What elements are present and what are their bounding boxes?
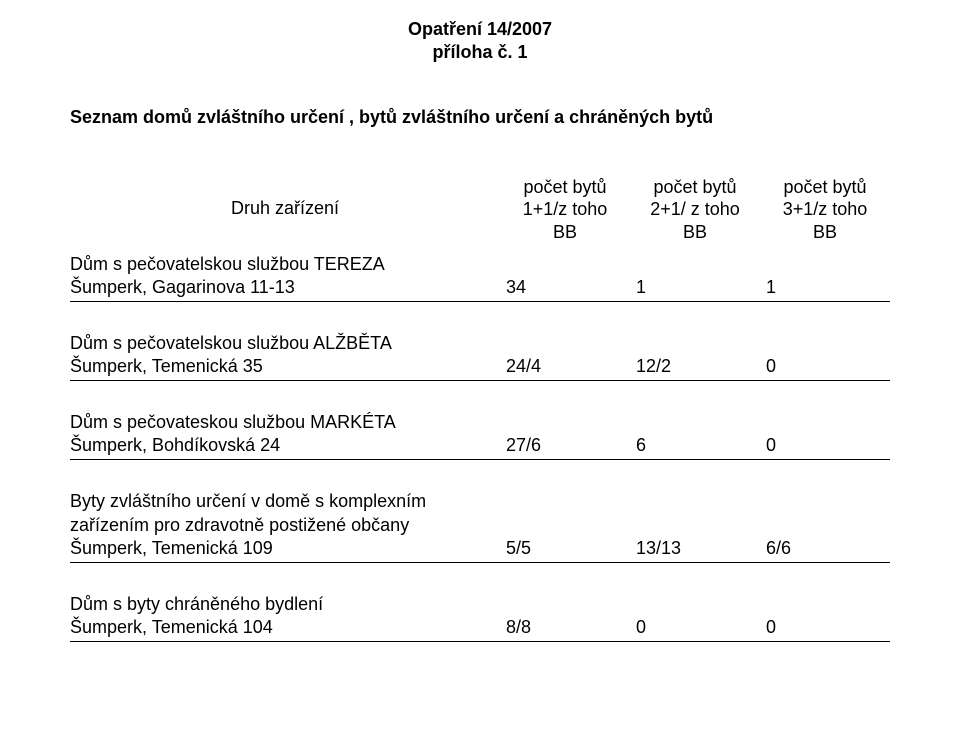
col1-line3: BB (553, 222, 577, 242)
row-label: Dům s pečovateskou službou MARKÉTA Šumpe… (70, 407, 500, 460)
row-label: Byty zvláštního určení v domě s komplexn… (70, 486, 500, 562)
column-header-druh: Druh zařízení (70, 176, 500, 250)
druh-label: Druh zařízení (70, 176, 500, 219)
row-label-line: Šumperk, Temenická 109 (70, 537, 494, 560)
col3-line1: počet bytů (783, 177, 866, 197)
row-value-3: 1 (760, 249, 890, 302)
row-label-line: Dům s pečovateskou službou MARKÉTA (70, 411, 494, 434)
header-line-1: Opatření 14/2007 (408, 19, 552, 39)
row-label-line: zařízením pro zdravotně postižené občany (70, 514, 494, 537)
table-row: Dům s pečovatelskou službou ALŽBĚTA Šump… (70, 328, 890, 381)
row-label: Dům s pečovatelskou službou ALŽBĚTA Šump… (70, 328, 500, 381)
col1-line2: 1+1/z toho (523, 199, 608, 219)
table-row-spacer (70, 381, 890, 408)
col1-line1: počet bytů (523, 177, 606, 197)
table-row: Dům s pečovateskou službou MARKÉTA Šumpe… (70, 407, 890, 460)
col2-line3: BB (683, 222, 707, 242)
row-value-2: 0 (630, 589, 760, 642)
col3-line3: BB (813, 222, 837, 242)
row-value-1: 34 (500, 249, 630, 302)
row-label: Dům s byty chráněného bydlení Šumperk, T… (70, 589, 500, 642)
row-value-2: 13/13 (630, 486, 760, 562)
col2-line1: počet bytů (653, 177, 736, 197)
row-value-3: 0 (760, 407, 890, 460)
row-label: Dům s pečovatelskou službou TEREZA Šumpe… (70, 249, 500, 302)
row-value-2: 6 (630, 407, 760, 460)
row-label-line: Dům s pečovatelskou službou TEREZA (70, 253, 494, 276)
table-row-spacer (70, 562, 890, 589)
table-row-spacer (70, 302, 890, 329)
row-label-line: Dům s pečovatelskou službou ALŽBĚTA (70, 332, 494, 355)
document-header: Opatření 14/2007 příloha č. 1 (70, 18, 890, 65)
col2-line2: 2+1/ z toho (650, 199, 740, 219)
row-label-line: Šumperk, Temenická 35 (70, 355, 494, 378)
table-header-row: Druh zařízení počet bytů 1+1/z toho BB p… (70, 176, 890, 250)
row-value-1: 5/5 (500, 486, 630, 562)
row-value-3: 6/6 (760, 486, 890, 562)
row-label-line: Byty zvláštního určení v domě s komplexn… (70, 490, 494, 513)
row-value-1: 8/8 (500, 589, 630, 642)
table-row: Byty zvláštního určení v domě s komplexn… (70, 486, 890, 562)
table-row-spacer (70, 460, 890, 487)
column-header-2: počet bytů 2+1/ z toho BB (630, 176, 760, 250)
row-value-2: 12/2 (630, 328, 760, 381)
col3-line2: 3+1/z toho (783, 199, 868, 219)
document-page: Opatření 14/2007 příloha č. 1 Seznam dom… (0, 0, 960, 754)
housing-table: Druh zařízení počet bytů 1+1/z toho BB p… (70, 176, 890, 642)
row-label-line: Dům s byty chráněného bydlení (70, 593, 494, 616)
column-header-3: počet bytů 3+1/z toho BB (760, 176, 890, 250)
table-row: Dům s byty chráněného bydlení Šumperk, T… (70, 589, 890, 642)
row-value-1: 27/6 (500, 407, 630, 460)
row-label-line: Šumperk, Gagarinova 11-13 (70, 276, 494, 299)
row-value-1: 24/4 (500, 328, 630, 381)
table-row: Dům s pečovatelskou službou TEREZA Šumpe… (70, 249, 890, 302)
row-label-line: Šumperk, Bohdíkovská 24 (70, 434, 494, 457)
document-title: Seznam domů zvláštního určení , bytů zvl… (70, 107, 890, 128)
row-value-3: 0 (760, 589, 890, 642)
row-value-3: 0 (760, 328, 890, 381)
header-line-2: příloha č. 1 (432, 42, 527, 62)
row-label-line: Šumperk, Temenická 104 (70, 616, 494, 639)
column-header-1: počet bytů 1+1/z toho BB (500, 176, 630, 250)
row-value-2: 1 (630, 249, 760, 302)
